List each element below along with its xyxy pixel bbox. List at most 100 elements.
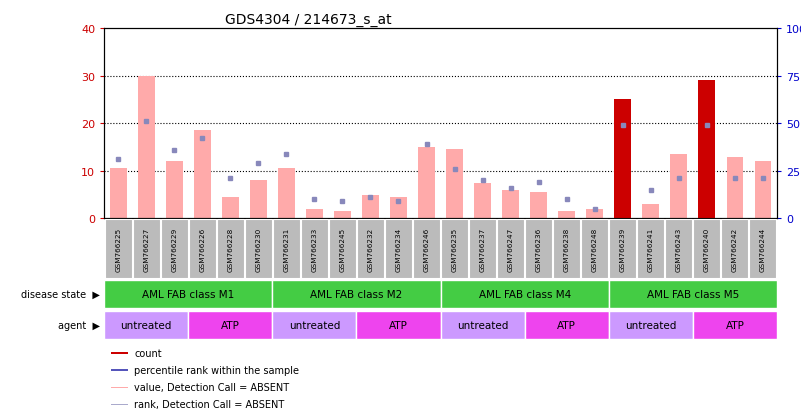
- FancyBboxPatch shape: [217, 219, 244, 278]
- Bar: [755, 162, 771, 219]
- Text: ATP: ATP: [221, 320, 239, 330]
- Text: GSM766236: GSM766236: [536, 227, 541, 271]
- FancyBboxPatch shape: [525, 311, 609, 339]
- FancyBboxPatch shape: [441, 311, 525, 339]
- Bar: [642, 205, 659, 219]
- FancyBboxPatch shape: [189, 219, 215, 278]
- FancyBboxPatch shape: [272, 311, 356, 339]
- Text: GSM766238: GSM766238: [564, 227, 570, 271]
- Text: AML FAB class M1: AML FAB class M1: [142, 289, 235, 299]
- Text: count: count: [135, 349, 162, 358]
- Text: GSM766231: GSM766231: [284, 227, 289, 271]
- FancyBboxPatch shape: [638, 219, 664, 278]
- Bar: [250, 181, 267, 219]
- FancyBboxPatch shape: [188, 311, 272, 339]
- Text: untreated: untreated: [457, 320, 509, 330]
- FancyBboxPatch shape: [582, 219, 608, 278]
- FancyBboxPatch shape: [750, 219, 776, 278]
- Text: AML FAB class M5: AML FAB class M5: [646, 289, 739, 299]
- Text: GSM766227: GSM766227: [143, 227, 149, 271]
- Text: ATP: ATP: [726, 320, 744, 330]
- Text: GSM766243: GSM766243: [676, 227, 682, 271]
- Text: untreated: untreated: [120, 320, 172, 330]
- Text: GSM766234: GSM766234: [396, 227, 401, 271]
- Bar: [306, 209, 323, 219]
- Bar: [586, 209, 603, 219]
- Text: GSM766237: GSM766237: [480, 227, 485, 271]
- Text: agent  ▶: agent ▶: [58, 320, 100, 330]
- Text: untreated: untreated: [625, 320, 677, 330]
- Text: GSM766244: GSM766244: [760, 227, 766, 271]
- FancyBboxPatch shape: [609, 311, 693, 339]
- Bar: [222, 197, 239, 219]
- Text: GSM766233: GSM766233: [312, 227, 317, 271]
- FancyBboxPatch shape: [694, 219, 720, 278]
- Bar: [111, 387, 127, 388]
- Bar: [194, 131, 211, 219]
- FancyBboxPatch shape: [441, 280, 609, 308]
- Text: GSM766242: GSM766242: [732, 227, 738, 271]
- FancyBboxPatch shape: [245, 219, 272, 278]
- Text: GSM766235: GSM766235: [452, 227, 457, 271]
- Text: GSM766246: GSM766246: [424, 227, 429, 271]
- FancyBboxPatch shape: [610, 219, 636, 278]
- Bar: [614, 100, 631, 219]
- FancyBboxPatch shape: [329, 219, 356, 278]
- FancyBboxPatch shape: [273, 219, 300, 278]
- Text: untreated: untreated: [288, 320, 340, 330]
- FancyBboxPatch shape: [357, 219, 384, 278]
- FancyBboxPatch shape: [272, 280, 441, 308]
- FancyBboxPatch shape: [356, 311, 441, 339]
- Text: GSM766232: GSM766232: [368, 227, 373, 271]
- FancyBboxPatch shape: [469, 219, 496, 278]
- Text: GSM766247: GSM766247: [508, 227, 513, 271]
- FancyBboxPatch shape: [133, 219, 159, 278]
- Bar: [110, 169, 127, 219]
- Bar: [111, 353, 127, 354]
- Bar: [138, 76, 155, 219]
- Text: GSM766229: GSM766229: [171, 227, 177, 271]
- Bar: [278, 169, 295, 219]
- FancyBboxPatch shape: [104, 280, 272, 308]
- FancyBboxPatch shape: [693, 311, 777, 339]
- Text: AML FAB class M2: AML FAB class M2: [310, 289, 403, 299]
- Text: GSM766239: GSM766239: [620, 227, 626, 271]
- FancyBboxPatch shape: [161, 219, 187, 278]
- Text: rank, Detection Call = ABSENT: rank, Detection Call = ABSENT: [135, 399, 284, 409]
- Bar: [418, 147, 435, 219]
- Text: GSM766226: GSM766226: [199, 227, 205, 271]
- Bar: [558, 212, 575, 219]
- Bar: [446, 150, 463, 219]
- Text: disease state  ▶: disease state ▶: [22, 289, 100, 299]
- Bar: [698, 81, 715, 219]
- Bar: [727, 157, 743, 219]
- Bar: [502, 190, 519, 219]
- FancyBboxPatch shape: [525, 219, 552, 278]
- Bar: [390, 197, 407, 219]
- Text: GSM766228: GSM766228: [227, 227, 233, 271]
- Bar: [698, 81, 715, 219]
- FancyBboxPatch shape: [104, 311, 188, 339]
- Bar: [166, 162, 183, 219]
- Bar: [670, 155, 687, 219]
- Text: GSM766230: GSM766230: [256, 227, 261, 271]
- Text: GSM766225: GSM766225: [115, 227, 121, 271]
- Text: ATP: ATP: [389, 320, 408, 330]
- Bar: [614, 100, 631, 219]
- Bar: [334, 212, 351, 219]
- Text: GSM766241: GSM766241: [648, 227, 654, 271]
- Text: ATP: ATP: [557, 320, 576, 330]
- Text: GDS4304 / 214673_s_at: GDS4304 / 214673_s_at: [225, 12, 392, 26]
- Text: GSM766240: GSM766240: [704, 227, 710, 271]
- FancyBboxPatch shape: [385, 219, 412, 278]
- FancyBboxPatch shape: [666, 219, 692, 278]
- Bar: [474, 183, 491, 219]
- Bar: [362, 195, 379, 219]
- FancyBboxPatch shape: [497, 219, 524, 278]
- Text: value, Detection Call = ABSENT: value, Detection Call = ABSENT: [135, 382, 289, 392]
- FancyBboxPatch shape: [413, 219, 440, 278]
- FancyBboxPatch shape: [105, 219, 131, 278]
- FancyBboxPatch shape: [609, 280, 777, 308]
- Text: GSM766248: GSM766248: [592, 227, 598, 271]
- Text: GSM766245: GSM766245: [340, 227, 345, 271]
